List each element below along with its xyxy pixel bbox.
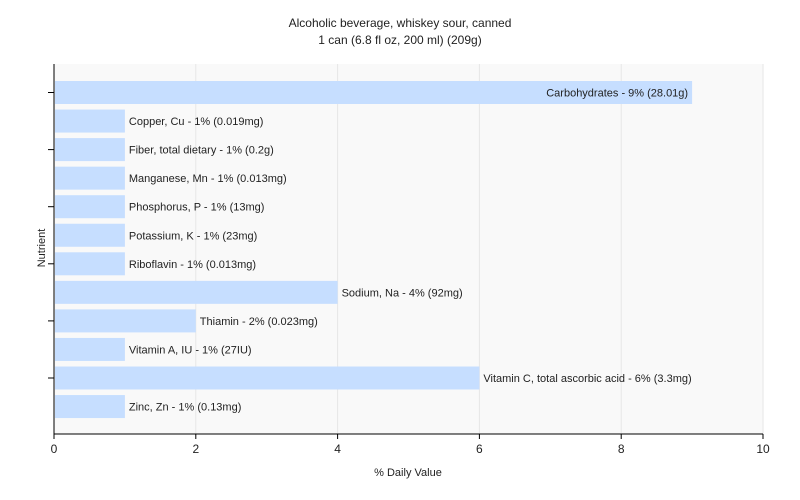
x-tick-label: 4: [334, 442, 341, 456]
bar: [55, 81, 693, 104]
bar-label: Vitamin C, total ascorbic acid - 6% (3.3…: [483, 373, 691, 385]
bar: [55, 366, 480, 390]
bar-label: Riboflavin - 1% (0.013mg): [129, 259, 256, 271]
bar: [55, 337, 125, 361]
bar-label: Potassium, K - 1% (23mg): [129, 230, 257, 242]
axes: 0 2 4 6 8 10: [48, 64, 770, 456]
x-tick-label: 6: [476, 442, 483, 456]
chart-subtitle: 1 can (6.8 fl oz, 200 ml) (209g): [318, 33, 481, 47]
bar: [55, 223, 125, 247]
bar: [55, 109, 125, 133]
bar-label: Phosphorus, P - 1% (13mg): [129, 202, 265, 214]
bar-label: Vitamin A, IU - 1% (27IU): [129, 344, 252, 356]
bar-label: Manganese, Mn - 1% (0.013mg): [129, 173, 287, 185]
x-tick-label: 0: [51, 442, 58, 456]
bar-label: Thiamin - 2% (0.023mg): [200, 316, 318, 328]
bar-label: Sodium, Na - 4% (92mg): [342, 287, 463, 299]
x-axis-label: % Daily Value: [374, 467, 442, 479]
bar: [55, 138, 125, 162]
x-tick-label: 10: [756, 442, 770, 456]
x-tick-label: 8: [618, 442, 625, 456]
bar: [55, 195, 125, 219]
bars: Carbohydrates - 9% (28.01g) Copper, Cu - …: [55, 81, 693, 419]
y-axis-label: Nutrient: [36, 229, 48, 268]
bar-label: Zinc, Zn - 1% (0.13mg): [129, 402, 241, 414]
bar: [55, 166, 125, 190]
bar: [55, 395, 125, 419]
bar-label: Carbohydrates - 9% (28.01g): [546, 88, 688, 100]
bar-label: Fiber, total dietary - 1% (0.2g): [129, 145, 274, 157]
bar-label: Copper, Cu - 1% (0.019mg): [129, 116, 264, 128]
x-tick-label: 2: [192, 442, 199, 456]
bar: [55, 309, 196, 333]
bar: [55, 280, 338, 304]
bar: [55, 252, 125, 276]
chart-title: Alcoholic beverage, whiskey sour, canned: [289, 16, 512, 30]
